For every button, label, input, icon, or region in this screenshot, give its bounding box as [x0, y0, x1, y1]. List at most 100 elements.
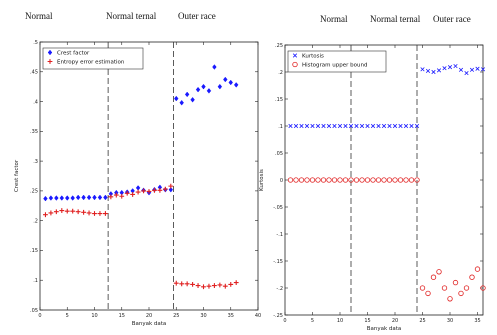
- data-point: [392, 123, 398, 129]
- data-point: [326, 177, 332, 183]
- y-tick-label: -.25: [273, 313, 283, 319]
- data-point: [469, 67, 475, 72]
- data-point: [375, 177, 382, 183]
- data-point: [332, 123, 337, 129]
- data-point: [299, 123, 304, 129]
- data-point: [54, 195, 59, 201]
- y-tick-label: .45: [30, 70, 38, 76]
- data-point: [425, 290, 431, 297]
- data-point: [309, 177, 316, 183]
- data-point: [81, 209, 86, 215]
- x-tick-label: 20: [392, 318, 398, 324]
- y-tick-label: .15: [275, 97, 283, 103]
- data-point: [119, 193, 125, 199]
- data-point: [409, 123, 414, 129]
- data-point: [304, 123, 310, 129]
- data-point: [452, 279, 459, 286]
- region-header: Normal ternal: [370, 14, 421, 24]
- data-point: [53, 209, 59, 215]
- data-point: [179, 99, 184, 106]
- x-tick-label: 30: [447, 318, 453, 324]
- data-point: [343, 123, 348, 129]
- data-point: [174, 95, 179, 102]
- y-tick-label: -.2: [276, 286, 283, 292]
- data-point: [168, 186, 174, 193]
- data-point: [442, 66, 447, 71]
- y-tick-label: .1: [33, 278, 38, 284]
- data-point: [331, 177, 338, 183]
- data-point: [337, 177, 343, 183]
- chart-panel-1: Normal Normal ternal Outer race 0 5 10 15 20 25 3…: [14, 11, 261, 327]
- y-tick-label: .4: [33, 99, 38, 105]
- data-point: [86, 194, 92, 201]
- y-tick-label: .1: [278, 124, 283, 130]
- data-point: [130, 192, 136, 197]
- data-point: [190, 96, 195, 103]
- data-point: [59, 208, 65, 213]
- y-tick-label: -.05: [273, 205, 283, 211]
- data-point: [48, 210, 54, 216]
- data-point: [97, 211, 103, 216]
- data-point: [75, 209, 81, 215]
- data-point: [326, 123, 332, 129]
- data-point: [464, 70, 469, 76]
- data-point: [293, 123, 299, 129]
- legend-entry: Histogram upper bound: [302, 63, 367, 69]
- y-axis-label: Kurtosis: [259, 169, 265, 191]
- x-tick-label: 40: [255, 313, 261, 319]
- data-point: [233, 280, 239, 286]
- data-point: [298, 177, 305, 183]
- y-tick-label: .35: [30, 129, 38, 135]
- data-point: [201, 83, 206, 90]
- data-point: [315, 123, 321, 129]
- data-point: [365, 123, 370, 129]
- data-point: [436, 68, 442, 73]
- data-point: [86, 210, 92, 216]
- data-point: [201, 284, 206, 290]
- data-point: [386, 177, 393, 183]
- y-tick-label: .25: [275, 43, 283, 49]
- legend-swatch: [47, 49, 53, 56]
- data-point: [475, 66, 480, 71]
- data-point: [141, 188, 146, 194]
- data-point: [184, 281, 190, 287]
- x-tick-label: 20: [146, 313, 152, 319]
- data-point: [458, 290, 464, 297]
- data-point: [70, 208, 76, 214]
- data-point: [135, 185, 141, 191]
- data-point: [370, 123, 376, 129]
- data-point: [430, 274, 437, 280]
- data-point: [223, 76, 228, 83]
- chart-panel-2: Normal Normal ternal Outer race 0 5 10 15 20 25 3…: [259, 14, 486, 332]
- legend-swatch: [292, 61, 298, 68]
- data-point: [157, 187, 163, 193]
- data-point: [304, 177, 310, 183]
- data-point: [195, 283, 201, 288]
- data-point: [103, 194, 108, 201]
- data-point: [337, 123, 343, 129]
- data-point: [184, 91, 190, 98]
- data-point: [376, 123, 381, 129]
- x-tick-label: 0: [38, 313, 41, 319]
- data-point: [152, 187, 157, 193]
- data-point: [124, 190, 130, 196]
- data-point: [403, 177, 409, 183]
- data-point: [414, 177, 420, 183]
- y-tick-label: .05: [275, 151, 283, 157]
- data-point: [447, 296, 453, 302]
- data-point: [75, 194, 81, 201]
- data-point: [469, 274, 475, 280]
- legend-box: [42, 47, 144, 70]
- data-point: [108, 194, 114, 200]
- y-tick-label: .15: [30, 248, 38, 254]
- y-tick-label: -.15: [273, 259, 283, 265]
- data-point: [310, 123, 315, 129]
- x-tick-label: 15: [119, 313, 125, 319]
- data-point: [168, 183, 174, 189]
- y-axis-label: Crest factor: [14, 159, 20, 192]
- data-point: [287, 177, 294, 183]
- y-tick-label: .5: [33, 40, 38, 46]
- data-point: [217, 282, 223, 288]
- data-point: [162, 186, 168, 192]
